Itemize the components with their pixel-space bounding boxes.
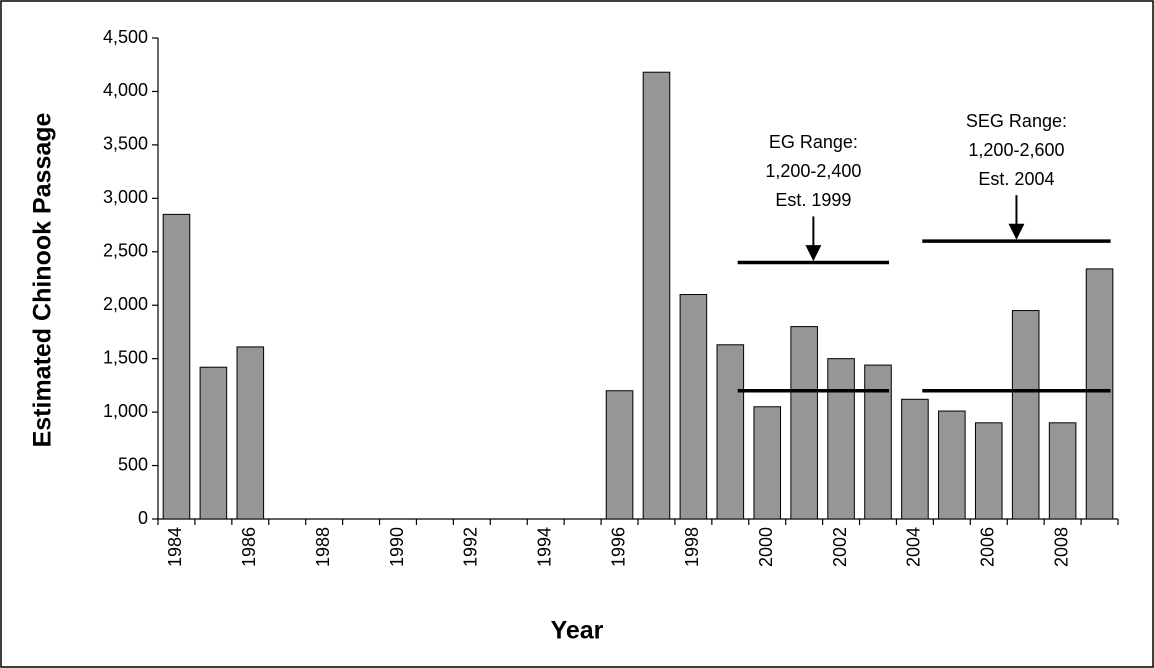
range-annotation: SEG Range: bbox=[966, 111, 1067, 131]
bar bbox=[974, 422, 1003, 520]
bar bbox=[236, 346, 265, 520]
x-tick-label: 1990 bbox=[387, 527, 407, 567]
bar bbox=[642, 71, 671, 520]
x-tick-label: 1994 bbox=[534, 527, 554, 567]
y-tick-label: 2,000 bbox=[103, 294, 148, 314]
bar bbox=[790, 326, 818, 520]
bar bbox=[938, 410, 966, 520]
bar bbox=[753, 406, 782, 520]
bar bbox=[605, 390, 634, 520]
range-annotation: 1,200-2,600 bbox=[968, 140, 1064, 160]
y-tick-label: 500 bbox=[118, 454, 148, 474]
range-annotation: 1,200-2,400 bbox=[765, 161, 861, 181]
bar bbox=[162, 213, 191, 520]
bar bbox=[716, 344, 745, 520]
bar bbox=[1048, 422, 1077, 520]
y-tick-label: 2,500 bbox=[103, 241, 148, 261]
y-tick-label: 4,000 bbox=[103, 80, 148, 100]
bar bbox=[679, 294, 708, 520]
y-tick-label: 4,500 bbox=[103, 27, 148, 47]
x-tick-label: 1996 bbox=[608, 527, 628, 567]
y-tick-label: 3,500 bbox=[103, 134, 148, 154]
range-annotation: Est. 2004 bbox=[978, 169, 1054, 189]
y-tick-label: 0 bbox=[138, 508, 148, 528]
range-annotation: Est. 1999 bbox=[775, 190, 851, 210]
y-axis-title: Estimated Chinook Passage bbox=[29, 112, 57, 447]
y-tick-label: 1,000 bbox=[103, 401, 148, 421]
bar bbox=[1011, 310, 1040, 520]
x-tick-label: 1988 bbox=[313, 527, 333, 567]
x-axis-title: Year bbox=[551, 617, 604, 645]
range-annotation: EG Range: bbox=[769, 132, 858, 152]
x-tick-label: 2000 bbox=[756, 527, 776, 567]
x-tick-label: 1986 bbox=[239, 527, 259, 567]
x-tick-label: 1992 bbox=[461, 527, 481, 567]
y-tick-label: 3,000 bbox=[103, 187, 148, 207]
x-tick-label: 2002 bbox=[830, 527, 850, 567]
bar bbox=[827, 358, 855, 520]
y-tick-label: 1,500 bbox=[103, 347, 148, 367]
x-tick-label: 1998 bbox=[682, 527, 702, 567]
x-tick-label: 2004 bbox=[904, 527, 924, 567]
bar bbox=[901, 398, 929, 520]
x-tick-label: 2006 bbox=[978, 527, 998, 567]
x-tick-label: 2008 bbox=[1051, 527, 1071, 567]
bar bbox=[199, 366, 228, 520]
bar bbox=[864, 364, 892, 520]
bar bbox=[1085, 268, 1114, 520]
x-tick-label: 1984 bbox=[165, 527, 185, 567]
